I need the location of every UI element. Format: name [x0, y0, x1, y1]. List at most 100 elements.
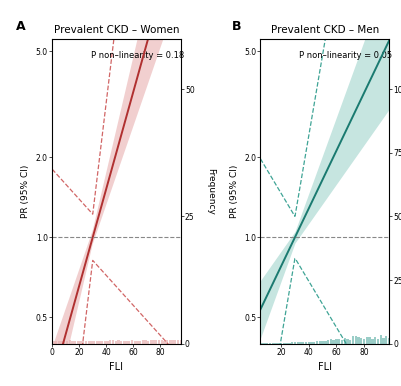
Bar — [174, 340, 176, 344]
Bar — [324, 340, 326, 344]
Bar — [90, 341, 93, 344]
Bar — [280, 343, 282, 344]
Text: B: B — [232, 20, 242, 33]
Bar — [139, 340, 141, 344]
Bar — [322, 341, 324, 344]
Bar — [277, 343, 279, 344]
Bar — [335, 339, 338, 344]
Bar — [360, 338, 363, 344]
X-axis label: FLI: FLI — [109, 362, 124, 372]
Title: Prevalent CKD – Men: Prevalent CKD – Men — [271, 25, 379, 35]
Bar — [147, 340, 149, 344]
Bar — [109, 340, 111, 344]
Bar — [297, 342, 299, 344]
Bar — [357, 337, 360, 344]
Bar — [305, 342, 307, 344]
Text: A: A — [16, 20, 26, 33]
Bar — [319, 341, 321, 344]
Bar — [261, 343, 263, 344]
Bar — [288, 343, 291, 344]
Bar — [101, 341, 103, 344]
Bar — [71, 341, 73, 344]
Text: P non–linearity = 0.18: P non–linearity = 0.18 — [91, 51, 184, 60]
Bar — [115, 340, 117, 344]
Bar — [66, 341, 68, 344]
Bar — [104, 341, 106, 344]
Bar — [330, 339, 332, 344]
Bar — [341, 340, 343, 344]
Bar — [349, 340, 351, 344]
Bar — [274, 343, 277, 344]
Bar — [344, 338, 346, 344]
Bar — [385, 336, 387, 344]
Bar — [286, 342, 288, 344]
Y-axis label: Frequency: Frequency — [206, 168, 215, 215]
Bar — [354, 336, 357, 344]
Text: P non–linearity = 0.05: P non–linearity = 0.05 — [299, 51, 392, 60]
Bar — [310, 342, 313, 344]
Bar — [144, 340, 147, 344]
Bar — [308, 342, 310, 344]
Bar — [117, 340, 119, 344]
Bar — [379, 335, 382, 344]
Bar — [160, 340, 163, 344]
Bar — [269, 343, 271, 344]
Bar — [177, 340, 179, 344]
Bar — [155, 340, 158, 344]
Bar — [69, 340, 71, 344]
Bar — [152, 340, 155, 344]
Bar — [266, 343, 269, 344]
Bar — [55, 341, 57, 344]
Bar — [377, 339, 379, 344]
Bar — [338, 339, 340, 344]
Bar — [302, 342, 304, 344]
Bar — [169, 340, 171, 344]
Bar — [283, 343, 285, 344]
Bar — [150, 340, 152, 344]
Bar — [163, 341, 166, 344]
Bar — [87, 341, 90, 344]
Bar — [388, 337, 390, 344]
Bar — [136, 340, 138, 344]
Bar — [53, 341, 55, 344]
Bar — [112, 340, 114, 344]
Bar — [291, 342, 294, 344]
Bar — [166, 340, 168, 344]
Bar — [142, 340, 144, 344]
Title: Prevalent CKD – Women: Prevalent CKD – Women — [54, 25, 179, 35]
Bar — [366, 337, 368, 344]
Bar — [93, 340, 95, 344]
X-axis label: FLI: FLI — [318, 362, 332, 372]
Y-axis label: PR (95% CI): PR (95% CI) — [229, 164, 239, 218]
Bar — [63, 341, 65, 344]
Bar — [374, 337, 376, 344]
Bar — [382, 338, 385, 344]
Bar — [61, 341, 63, 344]
Bar — [346, 339, 349, 344]
Bar — [369, 337, 371, 344]
Bar — [77, 341, 79, 344]
Bar — [158, 340, 160, 344]
Bar — [85, 341, 87, 344]
Bar — [128, 341, 130, 344]
Bar — [371, 339, 374, 344]
Bar — [299, 342, 302, 344]
Bar — [82, 341, 84, 344]
Bar — [332, 340, 335, 344]
Bar — [58, 342, 60, 344]
Bar — [126, 341, 128, 344]
Bar — [363, 339, 365, 344]
Bar — [327, 340, 329, 344]
Bar — [74, 341, 76, 344]
Bar — [79, 341, 82, 344]
Bar — [107, 340, 109, 344]
Bar — [294, 342, 296, 344]
Bar — [120, 341, 122, 344]
Bar — [271, 343, 274, 344]
Bar — [123, 341, 125, 344]
Bar — [313, 342, 316, 344]
Bar — [98, 341, 101, 344]
Bar — [263, 343, 266, 344]
Bar — [131, 340, 133, 344]
Bar — [180, 340, 182, 344]
